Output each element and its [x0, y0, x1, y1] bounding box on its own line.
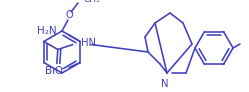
Text: CH₃: CH₃	[83, 0, 100, 3]
Text: Br: Br	[45, 66, 56, 76]
Text: O: O	[55, 66, 63, 76]
Text: N: N	[161, 79, 169, 89]
Text: H₂N: H₂N	[37, 26, 56, 37]
Text: O: O	[65, 10, 73, 20]
Text: HN: HN	[81, 38, 96, 47]
